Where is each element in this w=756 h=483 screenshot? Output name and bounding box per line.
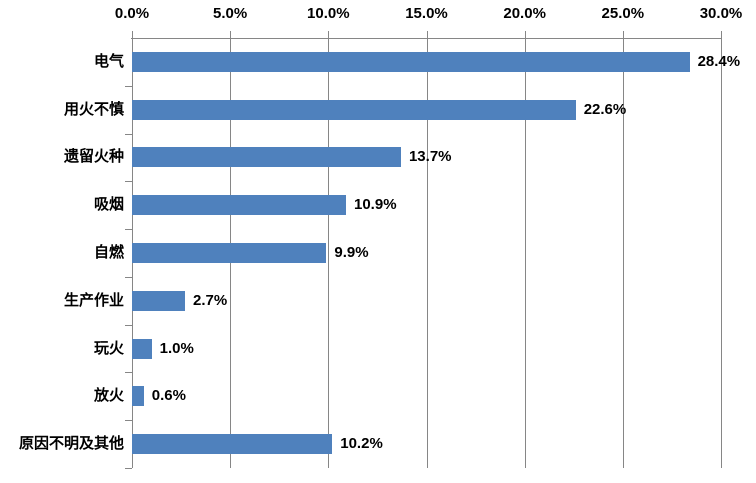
category-tick [125,85,132,87]
category-label: 原因不明及其他 [18,435,124,453]
bar [132,338,152,359]
category-tick [125,324,132,326]
vertical-gridline [426,31,428,468]
x-axis-tick-label: 15.0% [405,5,448,22]
bar [132,99,576,120]
bar [132,147,401,168]
x-axis-tick-label: 30.0% [699,5,743,22]
bar [132,386,144,407]
category-tick [125,276,132,278]
bar [132,290,185,311]
category-tick [125,181,132,183]
category-label: 自燃 [93,244,124,261]
category-tick [125,229,132,231]
bar [132,51,690,72]
vertical-gridline [622,31,624,468]
x-axis-tick-label: 25.0% [601,5,645,22]
x-axis-tick-label: 0.0% [114,5,150,22]
value-label: 10.2% [340,435,383,453]
vertical-gridline [721,31,722,468]
x-axis-tick-label: 10.0% [307,5,350,22]
category-label: 放火 [93,387,124,405]
value-label: 10.9% [354,196,397,214]
vertical-gridline [524,31,526,468]
category-tick [125,372,132,374]
category-label: 遗留火种 [63,148,124,166]
category-label: 玩火 [93,339,124,357]
value-label: 2.7% [193,291,228,309]
value-label: 13.7% [408,148,452,166]
category-tick [125,420,132,422]
category-label: 吸烟 [93,196,124,214]
value-label: 22.6% [583,100,627,118]
value-label: 0.6% [151,387,186,405]
x-axis-tick-label: 20.0% [503,5,546,22]
vertical-gridline [328,31,330,468]
value-label: 28.4% [697,52,741,70]
bar [132,243,327,263]
bar [132,195,346,216]
category-label: 生产作业 [63,291,124,309]
bar [132,434,333,455]
value-label: 9.9% [334,244,369,261]
category-tick [125,468,132,469]
x-axis-tick-label: 5.0% [213,5,248,22]
category-tick [125,133,132,135]
category-label: 电气 [93,52,124,70]
value-label: 1.0% [159,339,194,357]
category-label: 用火不慎 [63,100,124,118]
